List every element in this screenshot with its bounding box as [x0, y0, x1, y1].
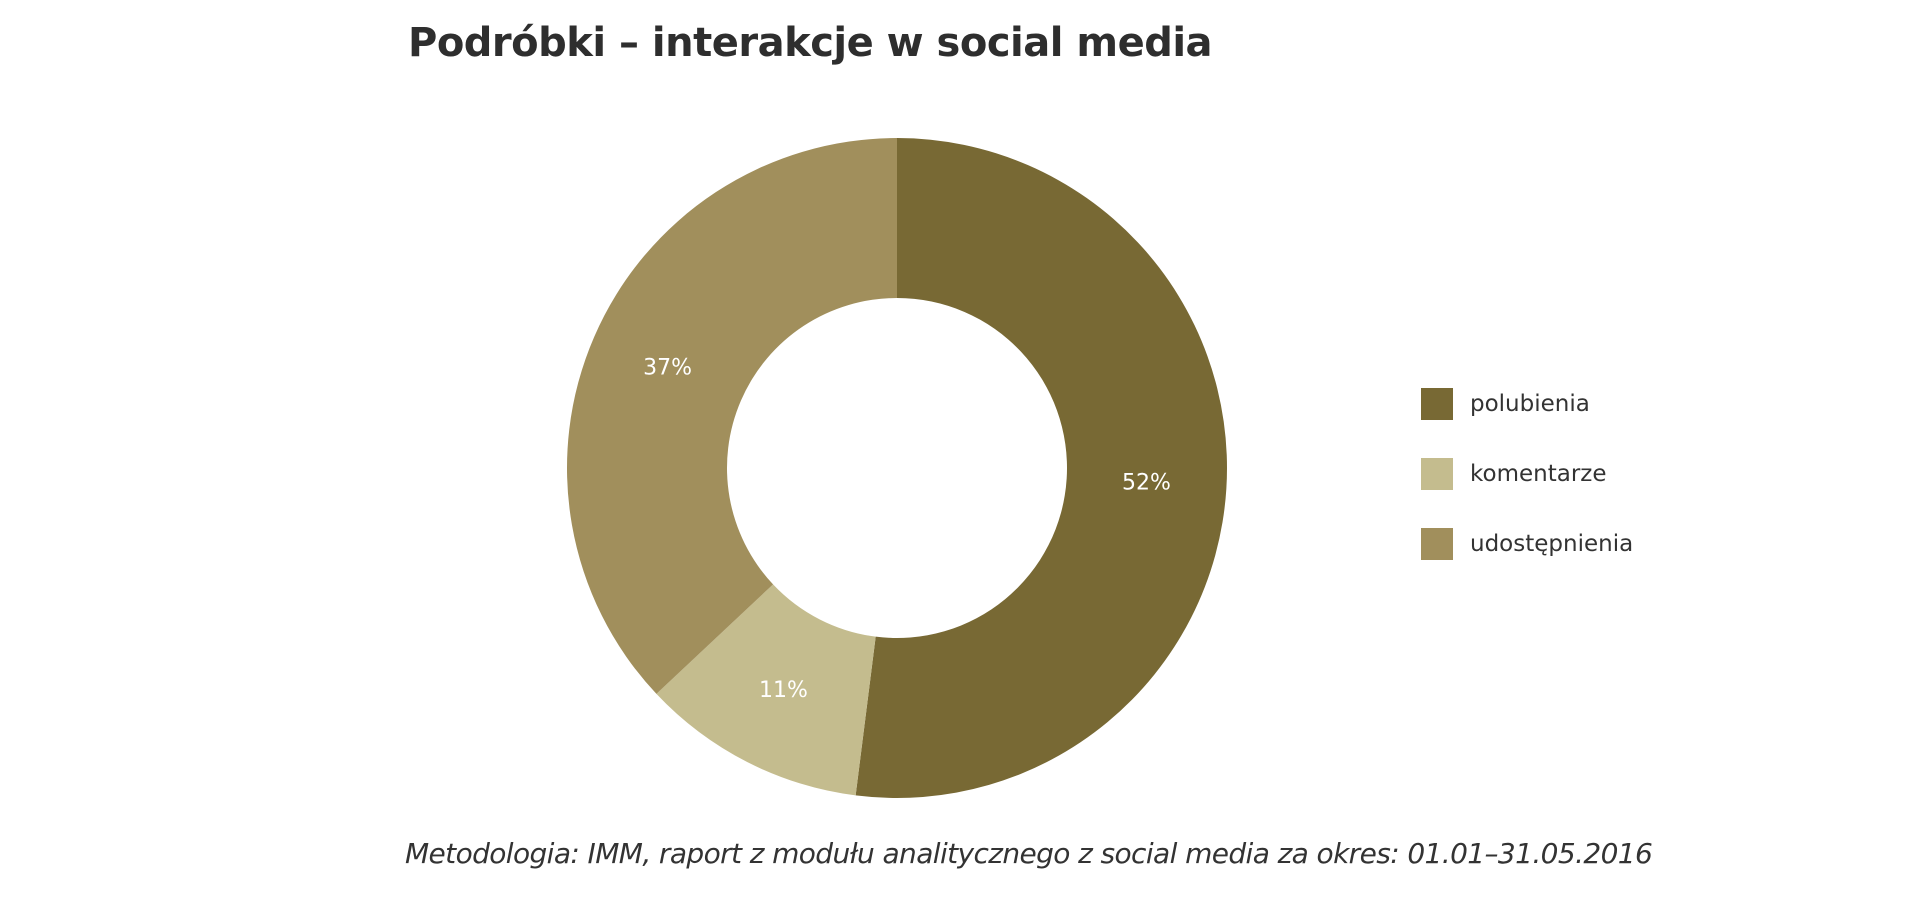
- slice-label-komentarze: 11%: [759, 678, 808, 703]
- legend-swatch-komentarze: [1421, 458, 1453, 490]
- legend-label-komentarze: komentarze: [1470, 461, 1607, 487]
- legend-swatch-udostepnienia: [1421, 528, 1453, 560]
- legend-item-komentarze: komentarze: [1421, 458, 1633, 490]
- slice-label-polubienia: 52%: [1122, 471, 1171, 496]
- slice-polubienia: [855, 138, 1227, 798]
- slices-group: [567, 138, 1227, 798]
- slice-komentarze: [656, 584, 876, 796]
- legend-swatch-polubienia: [1421, 388, 1453, 420]
- slice-udostępnienia: [567, 138, 897, 694]
- legend-item-udostepnienia: udostępnienia: [1421, 528, 1633, 560]
- legend-label-polubienia: polubienia: [1470, 391, 1590, 417]
- legend-item-polubienia: polubienia: [1421, 388, 1633, 420]
- legend-label-udostepnienia: udostępnienia: [1470, 531, 1634, 557]
- legend: polubienia komentarze udostępnienia: [1421, 388, 1633, 598]
- chart-title: Podróbki – interakcje w social media: [408, 20, 1213, 66]
- methodology-footnote: Metodologia: IMM, raport z modułu analit…: [405, 837, 1653, 870]
- slice-labels-group: 52% 11% 37%: [643, 356, 1171, 703]
- slice-label-udostępnienia: 37%: [643, 356, 692, 381]
